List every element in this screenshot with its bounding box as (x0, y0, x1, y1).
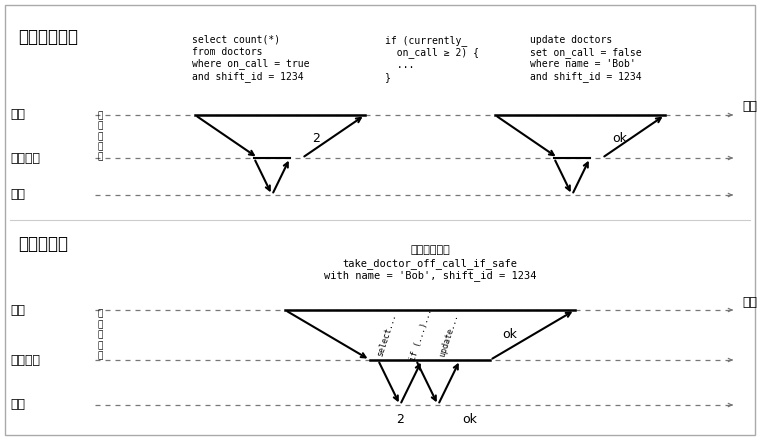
Text: if (...)...: if (...)... (408, 308, 433, 363)
Text: 存储: 存储 (10, 188, 25, 202)
Text: 应用: 应用 (10, 109, 25, 121)
Text: 存储: 存储 (10, 399, 25, 411)
Text: update...: update... (438, 312, 461, 358)
Text: 2: 2 (312, 132, 320, 145)
Text: select...: select... (375, 312, 397, 358)
Text: take_doctor_off_call_if_safe: take_doctor_off_call_if_safe (343, 258, 518, 269)
Text: ok: ok (462, 413, 477, 426)
Text: ok: ok (612, 132, 627, 145)
Text: if (currently_
  on_call ≥ 2) {
  ...
}: if (currently_ on_call ≥ 2) { ... } (385, 35, 479, 81)
Text: 网
络
传
输
区: 网 络 传 输 区 (97, 111, 103, 162)
Text: with name = 'Bob', shift_id = 1234: with name = 'Bob', shift_id = 1234 (324, 270, 537, 281)
Text: 交互式事务：: 交互式事务： (18, 28, 78, 46)
Text: 应用: 应用 (10, 304, 25, 316)
Text: 执行存储过程: 执行存储过程 (410, 245, 450, 255)
Text: 时间: 时间 (742, 100, 757, 114)
Text: 2: 2 (396, 413, 404, 426)
Text: update doctors
set on_call = false
where name = 'Bob'
and shift_id = 1234: update doctors set on_call = false where… (530, 35, 641, 81)
Text: 查询处理: 查询处理 (10, 151, 40, 165)
Text: 网
络
传
输
区: 网 络 传 输 区 (97, 310, 103, 360)
Text: ok: ok (502, 329, 517, 341)
Text: 存储过程：: 存储过程： (18, 235, 68, 253)
Text: 时间: 时间 (742, 296, 757, 308)
Text: select count(*)
from doctors
where on_call = true
and shift_id = 1234: select count(*) from doctors where on_ca… (192, 35, 309, 81)
Text: 查询处理: 查询处理 (10, 353, 40, 367)
